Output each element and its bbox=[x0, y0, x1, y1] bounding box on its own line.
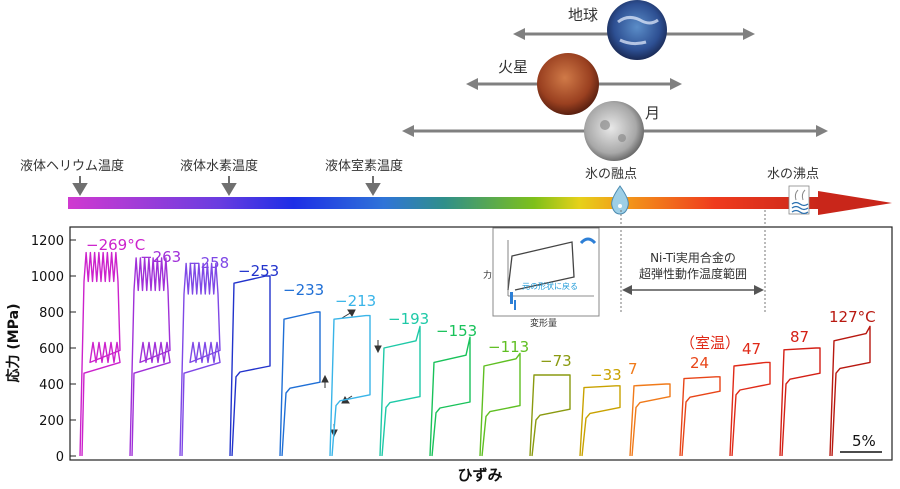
curve-temperature-label: −213 bbox=[335, 292, 376, 310]
inset-x-label: 変形量 bbox=[530, 317, 557, 329]
stress-strain-curve bbox=[79, 251, 121, 457]
planet-label-earth: 地球 bbox=[568, 6, 598, 24]
curve-temperature-label: 24 bbox=[690, 354, 709, 372]
moon-image bbox=[584, 101, 644, 161]
stress-strain-curve bbox=[179, 262, 221, 457]
stress-strain-curve bbox=[729, 361, 771, 457]
stress-strain-curve bbox=[829, 325, 871, 457]
superelastic-range-arrow bbox=[622, 285, 764, 295]
stress-strain-curve bbox=[229, 275, 271, 457]
y-axis-label: 応力 (MPa) bbox=[5, 304, 22, 383]
ice-drop-icon bbox=[611, 185, 629, 215]
y-tick-label: 400 bbox=[39, 378, 64, 393]
y-tick-label: 600 bbox=[39, 342, 64, 357]
stress-strain-curve bbox=[629, 383, 671, 457]
inset-schematic bbox=[492, 227, 600, 317]
superelastic-range-label-1: Ni-Ti実用合金の bbox=[650, 250, 736, 265]
curve-temperature-label: −113 bbox=[488, 338, 529, 356]
y-tick-label: 800 bbox=[39, 306, 64, 321]
y-tick-label: 1200 bbox=[31, 234, 64, 249]
marker-liquid-hydrogen: 液体水素温度 bbox=[180, 158, 258, 174]
inset-caption: 元の形状に戻る bbox=[522, 281, 578, 291]
y-tick-label: 200 bbox=[39, 414, 64, 429]
stress-strain-curve bbox=[529, 374, 571, 457]
superelastic-range-label-2: 超弾性動作温度範囲 bbox=[639, 266, 747, 281]
inset-y-label: 力 bbox=[483, 269, 492, 281]
stress-strain-curve bbox=[479, 352, 521, 457]
stress-strain-curves bbox=[79, 251, 871, 457]
temperature-bar-arrowhead bbox=[818, 191, 892, 215]
curve-temperature-label: 47 bbox=[742, 340, 761, 358]
stress-strain-curve bbox=[129, 257, 171, 457]
curve-temperature-label: −233 bbox=[283, 281, 324, 299]
y-tick-label: 1000 bbox=[31, 270, 64, 285]
marker-arrows bbox=[72, 176, 381, 196]
curve-temperature-label: 127°C bbox=[829, 308, 876, 326]
marker-liquid-helium: 液体ヘリウム温度 bbox=[20, 158, 124, 174]
curve-temperature-label: −269°C bbox=[86, 236, 145, 254]
curve-temperature-label: 87 bbox=[790, 328, 809, 346]
x-axis-label: ひずみ bbox=[457, 466, 502, 484]
planet-label-moon: 月 bbox=[645, 104, 660, 122]
plot-frame bbox=[69, 226, 893, 461]
curve-labels: −269°C−263 −258 −253−233 −213 −193 −153 −113 −7… bbox=[86, 236, 876, 384]
scale-bar-label: 5% bbox=[852, 432, 876, 450]
curve-temperature-label: −258 bbox=[188, 254, 229, 272]
stress-strain-curve bbox=[679, 376, 721, 457]
earth-image bbox=[607, 0, 667, 60]
stress-strain-curve bbox=[329, 314, 371, 457]
y-tick-label: 0 bbox=[56, 450, 64, 465]
curve-temperature-label: 7 bbox=[628, 360, 638, 378]
marker-water-boiling: 水の沸点 bbox=[767, 167, 819, 182]
temperature-gradient-bar bbox=[68, 197, 820, 209]
stress-strain-curve bbox=[429, 336, 471, 457]
room-temp-label: （室温） bbox=[680, 334, 740, 352]
planet-label-mars: 火星 bbox=[498, 58, 528, 76]
curve-temperature-label: −33 bbox=[590, 366, 622, 384]
stress-strain-curve bbox=[379, 325, 421, 457]
curve-temperature-label: −263 bbox=[140, 248, 181, 266]
mars-image bbox=[537, 53, 599, 115]
stress-strain-curve bbox=[279, 311, 321, 457]
curve-temperature-label: −253 bbox=[238, 262, 279, 280]
curve-temperature-label: −153 bbox=[436, 322, 477, 340]
boiling-water-icon bbox=[788, 185, 810, 215]
curve-temperature-label: −193 bbox=[388, 310, 429, 328]
stress-strain-curve bbox=[779, 347, 821, 457]
curve-temperature-label: −73 bbox=[540, 352, 572, 370]
marker-liquid-nitrogen: 液体室素温度 bbox=[325, 158, 403, 174]
y-axis: 0 200 400 600 800 1000 1200 bbox=[31, 234, 76, 465]
stress-strain-curve bbox=[579, 385, 621, 457]
marker-ice-melting: 氷の融点 bbox=[585, 167, 637, 182]
earth-cloud-detail bbox=[617, 15, 659, 46]
